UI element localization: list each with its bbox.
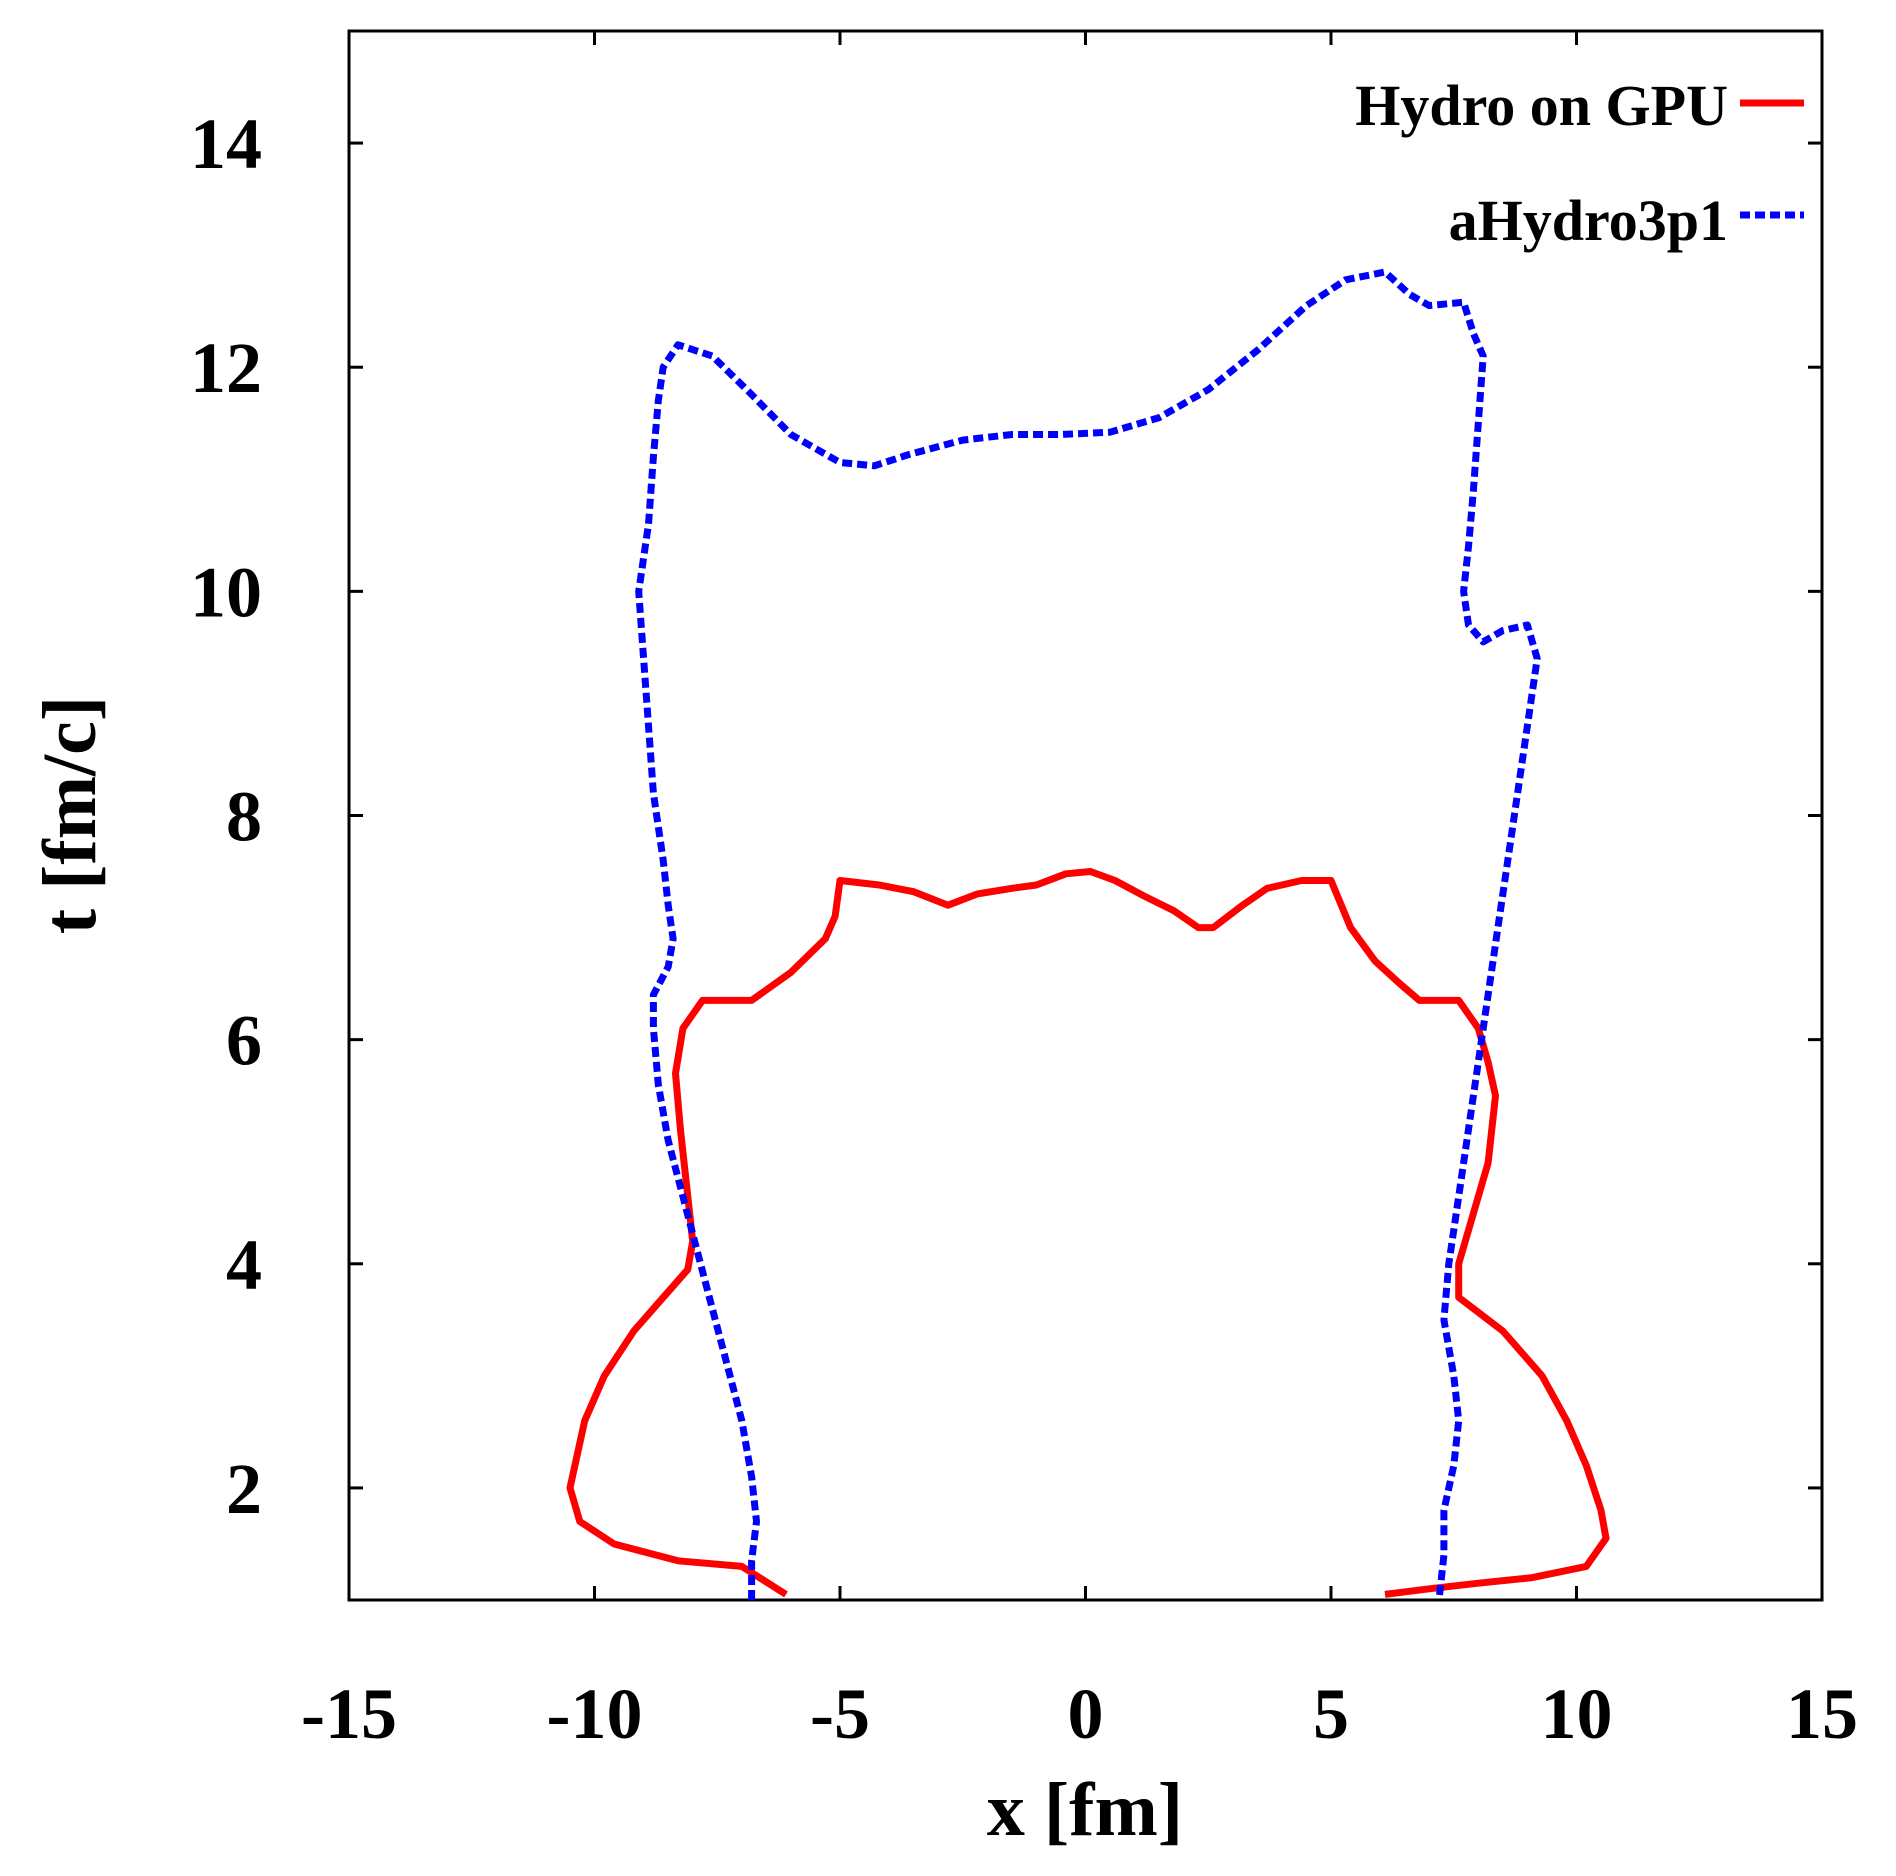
x-tick-label: -10 bbox=[547, 1674, 643, 1754]
y-tick-label: 2 bbox=[226, 1449, 262, 1529]
x-tick-label: 0 bbox=[1068, 1674, 1104, 1754]
x-tick-label: 10 bbox=[1541, 1674, 1613, 1754]
y-axis-label: t [fm/c] bbox=[28, 696, 112, 934]
legend: Hydro on GPU aHydro3p1 bbox=[1355, 73, 1804, 253]
x-axis-label: x [fm] bbox=[987, 1768, 1183, 1852]
y-tick-label: 8 bbox=[226, 777, 262, 857]
x-tick-label: -5 bbox=[810, 1674, 870, 1754]
legend-label-hydro-on-gpu: Hydro on GPU bbox=[1355, 73, 1728, 138]
y-tick-label: 14 bbox=[190, 104, 262, 184]
y-tick-label: 10 bbox=[190, 552, 262, 632]
series-line-ahydro3p1 bbox=[635, 268, 1541, 1601]
y-ticks: 2 4 6 8 10 12 14 bbox=[190, 104, 1822, 1529]
plot-frame bbox=[347, 29, 1824, 1602]
y-tick-label: 6 bbox=[226, 1001, 262, 1081]
legend-label-ahydro3p1: aHydro3p1 bbox=[1449, 188, 1728, 253]
x-ticks: -15 -10 -5 0 5 10 15 bbox=[301, 31, 1858, 1754]
y-tick-label: 4 bbox=[226, 1225, 262, 1305]
series-layer bbox=[566, 268, 1610, 1601]
x-tick-label: -15 bbox=[301, 1674, 397, 1754]
x-tick-label: 5 bbox=[1313, 1674, 1349, 1754]
series-line-hydro-on-gpu bbox=[566, 868, 1610, 1598]
y-tick-label: 12 bbox=[190, 328, 262, 408]
x-tick-label: 15 bbox=[1786, 1674, 1858, 1754]
